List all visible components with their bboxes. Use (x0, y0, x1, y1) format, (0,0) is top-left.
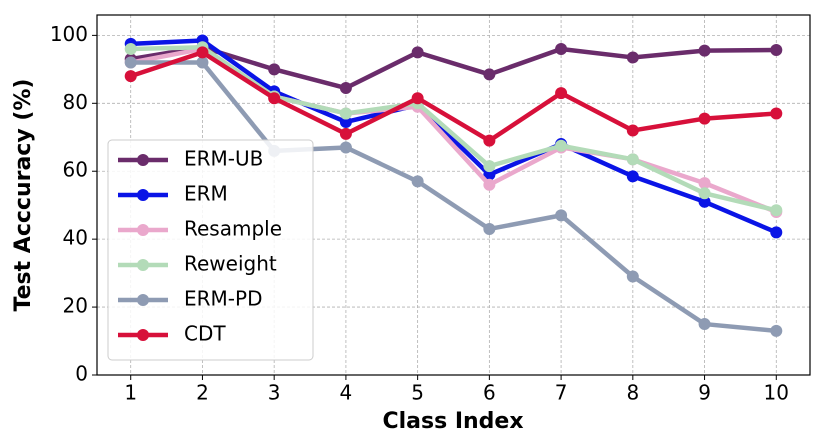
point (698, 44, 711, 57)
x-tick-label: 9 (698, 381, 711, 405)
legend-text: Resample (184, 217, 282, 241)
point (483, 68, 496, 81)
point (483, 222, 496, 235)
point (483, 160, 496, 173)
point (411, 46, 424, 59)
x-tick-label: 4 (340, 381, 353, 405)
legend-text: Reweight (184, 252, 277, 276)
point (626, 170, 639, 183)
y-tick-label: 40 (63, 226, 88, 250)
y-tick-label: 60 (63, 158, 88, 182)
x-tick-label: 6 (483, 381, 496, 405)
x-tick-label: 7 (555, 381, 568, 405)
point (770, 324, 783, 337)
series-line (130, 50, 777, 143)
point (770, 226, 783, 239)
legend-marker (137, 329, 149, 341)
point (698, 195, 711, 208)
point (268, 92, 281, 105)
x-axis-label: Class Index (382, 409, 523, 434)
point (770, 204, 783, 217)
x-tick-label: 5 (411, 381, 424, 405)
legend-text: ERM (184, 182, 228, 206)
legend-marker (137, 154, 149, 166)
legend-text: ERM-PD (184, 287, 262, 311)
plot-frame (96, 14, 811, 376)
legend-marker (137, 189, 149, 201)
point (483, 178, 496, 191)
point (626, 270, 639, 283)
legend-marker (137, 294, 149, 306)
point (339, 107, 352, 120)
y-tick-label: 0 (75, 362, 88, 386)
point (626, 124, 639, 137)
y-tick-label: 80 (63, 90, 88, 114)
point (124, 42, 137, 55)
point (268, 63, 281, 76)
point (555, 87, 568, 100)
point (555, 139, 568, 152)
point (770, 107, 783, 120)
x-tick-label: 2 (196, 381, 209, 405)
point (196, 56, 209, 69)
legend-text: ERM-UB (184, 147, 263, 171)
y-tick-label: 100 (50, 22, 88, 46)
x-tick-label: 1 (124, 381, 137, 405)
x-tick-label: 10 (764, 381, 789, 405)
x-tick-label: 8 (626, 381, 639, 405)
point (555, 42, 568, 55)
series-line (130, 45, 777, 213)
point (196, 46, 209, 59)
series-line (130, 60, 777, 334)
legend-marker (137, 259, 149, 271)
point (339, 127, 352, 140)
y-tick-label: 20 (63, 294, 88, 318)
point (339, 115, 352, 128)
series-line (130, 38, 778, 235)
point (124, 70, 137, 83)
point (555, 209, 568, 222)
point (698, 318, 711, 331)
point (339, 141, 352, 154)
legend: ERM-UB ERM Resample Reweight ERM-PD CDT (107, 139, 314, 361)
point (483, 168, 496, 181)
point (626, 51, 639, 64)
point (483, 134, 496, 147)
x-tick-label: 3 (268, 381, 281, 405)
point (698, 187, 711, 200)
legend-text: CDT (184, 322, 226, 346)
y-axis-label: Test Acccuracy (%) (11, 79, 36, 312)
point (411, 92, 424, 105)
point (698, 112, 711, 125)
point (698, 177, 711, 190)
point (411, 175, 424, 188)
legend-marker (137, 224, 149, 236)
series-line (130, 45, 777, 91)
point (124, 56, 137, 69)
point (770, 43, 783, 56)
point (339, 82, 352, 95)
point (626, 153, 639, 166)
